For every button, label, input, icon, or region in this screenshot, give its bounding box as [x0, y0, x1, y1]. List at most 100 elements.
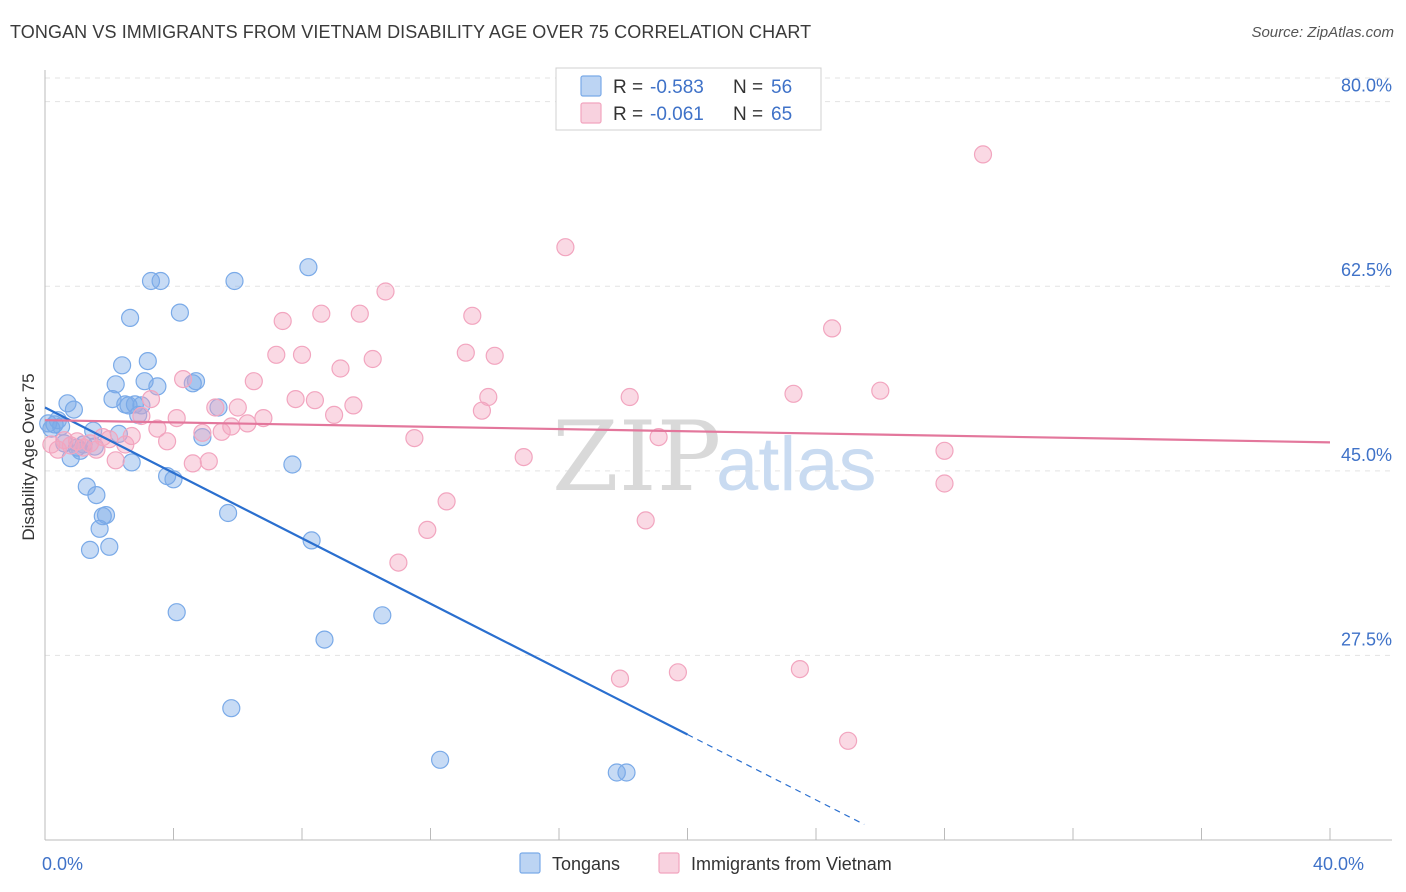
vietnam-point	[273, 311, 292, 331]
vietnam-point	[418, 520, 437, 540]
tongans-point	[373, 606, 392, 625]
tongans-point	[283, 455, 302, 474]
tongans-point	[61, 449, 80, 468]
vietnam-point	[122, 426, 141, 446]
vietnam-point	[206, 398, 225, 417]
tongans-point	[225, 271, 244, 291]
y-tick-label: 45.0%	[1341, 445, 1392, 465]
legend: R = -0.583 N = 56 R = -0.061 N = 65	[555, 67, 822, 131]
vietnam-point	[148, 419, 167, 438]
tongans-point	[315, 630, 334, 649]
chart-source: Source: ZipAtlas.com	[1251, 24, 1394, 41]
vietnam-point	[199, 452, 218, 471]
vietnam-point	[193, 423, 212, 442]
tongans-point	[64, 400, 84, 419]
watermark-atlas: atlas	[716, 422, 877, 507]
tongans-point	[138, 352, 157, 371]
vietnam-point	[479, 387, 498, 407]
vietnam-point	[363, 349, 382, 369]
vietnam-point	[174, 370, 193, 389]
vietnam-point	[244, 372, 263, 391]
vietnam-point	[636, 511, 655, 530]
vietnam-point	[312, 304, 331, 323]
legend-r-value: -0.061	[650, 104, 704, 125]
vietnam-point	[344, 396, 363, 415]
tongans-point	[122, 453, 141, 472]
vietnam-point	[935, 474, 954, 493]
vietnam-point	[463, 306, 482, 325]
tongans-point	[132, 396, 151, 415]
tongans-point	[222, 699, 241, 718]
vietnam-point	[389, 553, 408, 572]
tongans-point	[106, 375, 125, 394]
vietnam-trend-line	[44, 419, 1331, 444]
tongans-point	[193, 428, 212, 447]
vietnam-point	[292, 345, 312, 364]
tongans-trend-line	[44, 406, 688, 736]
tongans-point	[607, 763, 626, 782]
legend-n-label: N =	[733, 77, 763, 98]
vietnam-point	[437, 492, 456, 511]
trend-lines	[44, 406, 1331, 825]
bottom-legend-swatch	[658, 852, 680, 874]
chart-title: TONGAN VS IMMIGRANTS FROM VIETNAM DISABI…	[10, 22, 812, 42]
tongans-point	[170, 303, 189, 322]
tongans-point	[151, 271, 170, 291]
tongans-point	[119, 396, 138, 415]
legend-r-label: R =	[613, 77, 643, 98]
vietnam-point	[610, 669, 630, 688]
tongans-point	[80, 540, 100, 560]
vietnam-point	[141, 390, 161, 409]
legend-r-value: -0.583	[650, 77, 704, 98]
watermark: ZIP atlas	[552, 401, 877, 513]
tongans-point	[112, 356, 132, 375]
tongans-point	[183, 374, 202, 393]
vietnam-point	[254, 409, 273, 428]
legend-swatch	[580, 102, 602, 124]
axes: 80.0% 62.5% 45.0% 27.5% 0.0% 40.0%	[42, 70, 1392, 874]
tongans-point	[125, 395, 144, 414]
bottom-legend-label: Tongans	[552, 854, 620, 874]
vietnam-point	[158, 432, 177, 451]
legend-swatch	[580, 75, 602, 97]
x-tick-label: 0.0%	[42, 854, 83, 874]
vietnam-point	[325, 405, 344, 424]
vietnam-point	[514, 448, 533, 467]
y-axis-title: Disability Age Over 75	[19, 373, 38, 540]
legend-r-label: R =	[613, 104, 643, 125]
tongans-point	[167, 603, 186, 622]
x-tick-label: 40.0%	[1313, 854, 1364, 874]
grid-lines	[45, 77, 1392, 656]
vietnam-point	[822, 319, 842, 338]
bottom-legend-swatch	[519, 852, 541, 874]
vietnam-point	[556, 238, 575, 257]
vietnam-point	[106, 451, 125, 470]
vietnam-point	[456, 343, 475, 362]
vietnam-point	[838, 731, 858, 750]
tongans-point	[141, 271, 161, 291]
vietnam-point	[485, 346, 504, 365]
bottom-legend: Tongans Immigrants from Vietnam	[519, 852, 892, 874]
tongans-point	[96, 505, 116, 525]
tongans-point	[219, 503, 238, 523]
vietnam-point	[228, 398, 247, 417]
y-tick-label: 80.0%	[1341, 76, 1392, 96]
vietnam-point	[331, 359, 350, 378]
vietnam-point	[267, 345, 286, 364]
y-tick-label: 27.5%	[1341, 629, 1392, 649]
tongans-point	[299, 258, 318, 277]
vietnam-point	[222, 417, 241, 436]
vietnam-point	[790, 659, 810, 679]
vietnam-point	[668, 663, 688, 682]
vietnam-point	[183, 454, 202, 473]
vietnam-point	[871, 381, 890, 400]
vietnam-point	[376, 282, 395, 301]
vietnam-point	[132, 406, 151, 426]
vietnam-point	[973, 145, 993, 164]
vietnam-point	[935, 441, 954, 460]
bottom-legend-label: Immigrants from Vietnam	[691, 854, 892, 874]
y-tick-label: 62.5%	[1341, 260, 1392, 280]
legend-n-label: N =	[733, 104, 763, 125]
vietnam-point	[305, 391, 324, 410]
